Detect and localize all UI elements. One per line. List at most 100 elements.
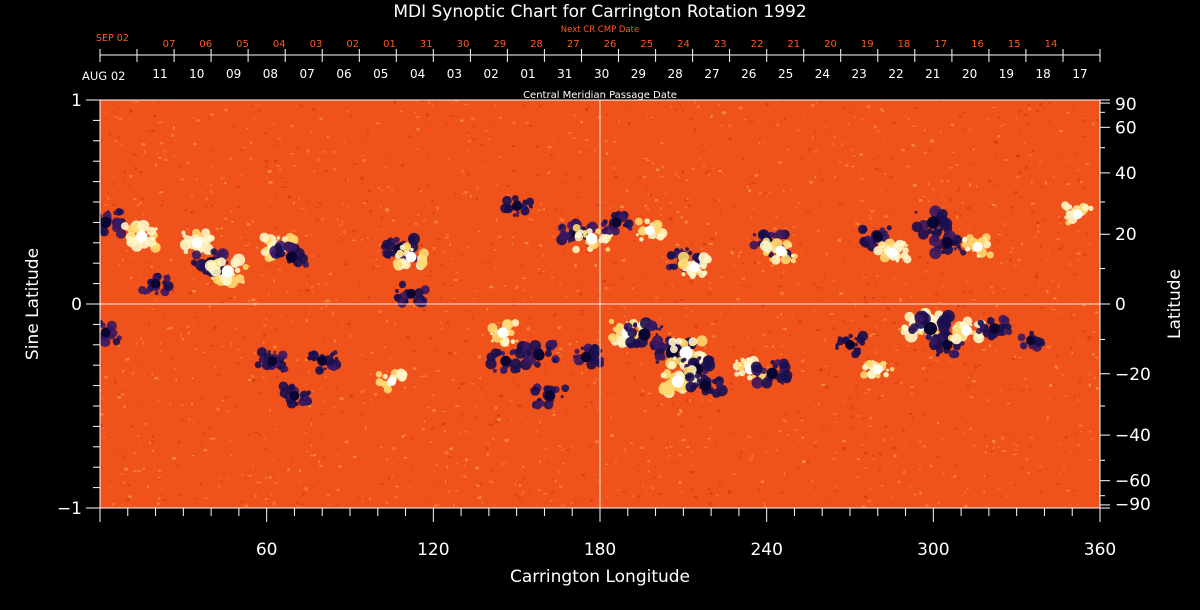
negative-polarity-region (278, 381, 313, 409)
texture-speck (344, 440, 349, 444)
texture-speck (434, 482, 437, 486)
texture-speck (995, 305, 999, 308)
texture-speck (834, 375, 839, 378)
texture-speck (1092, 330, 1096, 333)
texture-speck (1068, 263, 1072, 266)
texture-speck (159, 121, 163, 123)
region-patch (667, 251, 676, 260)
texture-speck (574, 499, 578, 501)
texture-speck (650, 333, 653, 335)
texture-speck (986, 118, 991, 120)
region-patch (982, 329, 992, 338)
texture-speck (336, 218, 339, 222)
texture-speck (1077, 337, 1079, 340)
region-patch (217, 257, 226, 267)
texture-speck (634, 295, 639, 297)
texture-speck (645, 163, 647, 166)
texture-speck (951, 503, 953, 505)
texture-speck (449, 284, 453, 287)
texture-speck (752, 182, 757, 185)
texture-speck (439, 226, 441, 230)
texture-speck (869, 416, 872, 420)
texture-speck (841, 202, 845, 206)
texture-speck (929, 464, 932, 467)
negative-polarity-region (530, 383, 570, 410)
texture-speck (208, 202, 211, 204)
texture-speck (503, 170, 507, 173)
texture-speck (224, 217, 227, 221)
texture-speck (654, 199, 659, 202)
region-patch (937, 214, 943, 221)
region-patch (259, 357, 265, 363)
texture-speck (814, 400, 817, 402)
texture-speck (129, 276, 133, 279)
texture-speck (345, 109, 350, 113)
texture-speck (881, 356, 885, 359)
texture-speck (1026, 123, 1030, 126)
texture-speck (1054, 365, 1057, 368)
texture-speck (581, 473, 585, 477)
texture-speck (631, 486, 633, 488)
texture-speck (875, 351, 878, 354)
texture-speck (1013, 453, 1017, 456)
texture-speck (749, 354, 752, 356)
texture-speck (963, 363, 967, 366)
texture-speck (159, 191, 163, 194)
cmp-date-label: 29 (631, 67, 646, 81)
texture-speck (1077, 178, 1081, 180)
texture-speck (564, 296, 568, 298)
texture-speck (511, 189, 512, 191)
texture-speck (336, 241, 340, 243)
texture-speck (432, 409, 436, 412)
texture-speck (770, 127, 773, 130)
region-core (961, 325, 972, 336)
texture-speck (117, 136, 121, 139)
texture-speck (475, 290, 479, 292)
texture-speck (160, 487, 163, 490)
texture-speck (913, 145, 916, 148)
texture-speck (298, 469, 302, 472)
texture-speck (269, 409, 271, 412)
texture-speck (1066, 183, 1071, 186)
texture-speck (794, 429, 798, 431)
texture-speck (386, 458, 389, 461)
x-tick-label: 60 (256, 540, 278, 560)
texture-speck (1019, 195, 1023, 199)
texture-speck (451, 102, 454, 104)
texture-speck (560, 449, 564, 451)
texture-speck (198, 422, 201, 425)
texture-speck (151, 373, 153, 376)
texture-speck (1080, 181, 1083, 184)
texture-speck (467, 132, 471, 134)
region-patch (782, 240, 791, 248)
texture-speck (689, 117, 693, 120)
texture-speck (370, 260, 375, 262)
texture-speck (765, 450, 767, 453)
texture-speck (458, 387, 460, 390)
texture-speck (976, 185, 978, 188)
texture-speck (352, 239, 356, 242)
texture-speck (1084, 457, 1086, 459)
texture-speck (498, 182, 502, 185)
texture-speck (173, 180, 178, 183)
texture-speck (237, 205, 240, 209)
texture-speck (689, 464, 693, 467)
texture-speck (798, 320, 802, 323)
texture-speck (175, 138, 177, 141)
texture-speck (248, 243, 251, 244)
texture-speck (608, 399, 613, 401)
texture-speck (946, 472, 949, 474)
texture-speck (631, 127, 634, 129)
region-patch (329, 362, 338, 372)
texture-speck (1035, 221, 1040, 224)
texture-speck (659, 431, 662, 433)
texture-speck (518, 496, 521, 500)
texture-speck (592, 176, 594, 179)
texture-speck (660, 142, 664, 144)
texture-speck (679, 425, 683, 428)
texture-speck (822, 427, 825, 431)
texture-speck (943, 482, 946, 484)
region-patch (558, 230, 570, 242)
texture-speck (1059, 473, 1061, 475)
texture-speck (460, 279, 464, 282)
